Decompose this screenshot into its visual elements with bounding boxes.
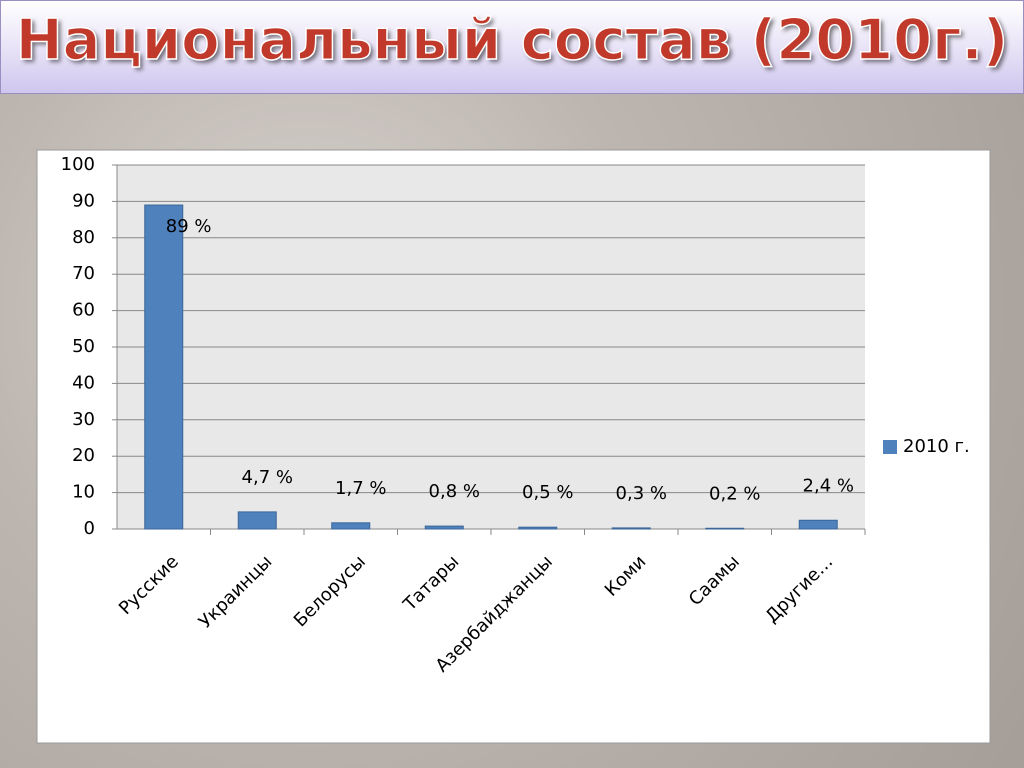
- data-label: 0,8 %: [429, 481, 480, 502]
- y-tick-label: 60: [72, 300, 95, 321]
- bar: [424, 525, 464, 530]
- title-banner: [0, 0, 1024, 94]
- bar: [237, 511, 277, 530]
- y-tick-label: 40: [72, 372, 95, 393]
- legend-swatch: [883, 440, 897, 454]
- y-tick-label: 20: [72, 445, 95, 466]
- legend-label: 2010 г.: [903, 436, 970, 457]
- data-label: 89 %: [166, 216, 212, 237]
- bar: [705, 527, 745, 530]
- y-tick-label: 80: [72, 227, 95, 248]
- data-label: 1,7 %: [335, 478, 386, 499]
- data-label: 2,4 %: [803, 475, 854, 496]
- bar: [611, 527, 651, 530]
- data-label: 0,3 %: [616, 483, 667, 504]
- data-label: 0,5 %: [522, 482, 573, 503]
- y-tick-label: 50: [72, 336, 95, 357]
- bar: [518, 526, 558, 530]
- y-tick-label: 30: [72, 409, 95, 430]
- bar: [331, 522, 371, 530]
- chart-title: Национальный состав (2010г.): [15, 7, 1009, 74]
- y-tick-label: 0: [84, 518, 95, 539]
- y-tick-label: 70: [72, 263, 95, 284]
- y-tick-label: 100: [61, 154, 95, 175]
- bar: [144, 204, 184, 530]
- data-label: 4,7 %: [242, 467, 293, 488]
- data-label: 0,2 %: [709, 483, 760, 504]
- y-tick-label: 10: [72, 482, 95, 503]
- y-tick-label: 90: [72, 190, 95, 211]
- bar: [798, 519, 838, 530]
